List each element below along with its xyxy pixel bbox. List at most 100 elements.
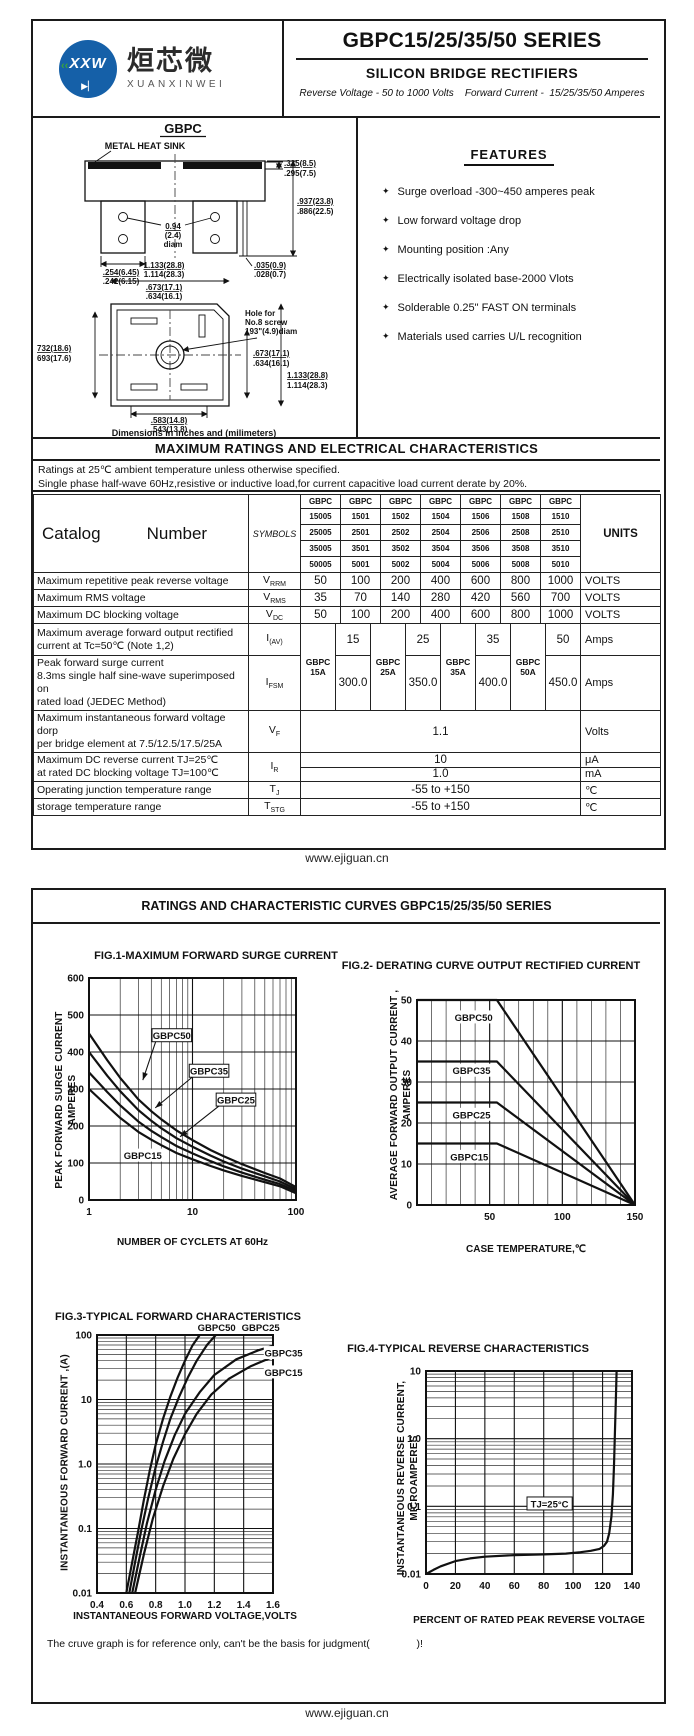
x-tick: 1.0 xyxy=(178,1600,192,1611)
y-tick: 10 xyxy=(410,1367,422,1378)
svg-text:1.114(28.3): 1.114(28.3) xyxy=(287,381,328,390)
y-tick: 1.0 xyxy=(78,1460,92,1471)
svg-text:.028(0.7): .028(0.7) xyxy=(254,270,286,279)
x-tick: 0.4 xyxy=(90,1600,104,1611)
curve-label: GBPC15 xyxy=(450,1152,489,1163)
x-tick: 140 xyxy=(624,1581,641,1592)
divider xyxy=(296,58,648,60)
curve-GBPC25 xyxy=(417,1101,636,1206)
fig2-xlabel: CASE TEMPERATURE,℃ xyxy=(466,1244,586,1255)
svg-text:693(17.6): 693(17.6) xyxy=(37,354,72,363)
feature-text: Electrically isolated base-2000 Vlots xyxy=(397,273,574,285)
logo-accent-icon: ‹‹ xyxy=(61,59,69,72)
page2-footer-url: www.ejiguan.cn xyxy=(305,1706,389,1720)
x-tick: 100 xyxy=(565,1581,582,1592)
table-row-ir: Maximum DC reverse current TJ=25℃ at rate… xyxy=(33,752,661,782)
symbol: IFSM xyxy=(248,655,301,711)
curve-label: GBPC25 xyxy=(452,1110,491,1121)
logo: ‹‹ XXW ▶▏ 烜芯微 XUANXINWEI xyxy=(33,21,284,116)
svg-text:.295(7.5): .295(7.5) xyxy=(284,169,316,178)
bullet-icon: ✦ xyxy=(382,186,390,196)
plot-frame xyxy=(96,1334,274,1594)
figure-1: FIG.1-MAXIMUM FORWARD SURGE CURRENT PEAK… xyxy=(51,932,361,1262)
svg-text:1.133(28.8): 1.133(28.8) xyxy=(144,261,185,270)
package-diagram: GBPC METAL HEAT SINK xyxy=(37,121,334,438)
table-row-vrrm: Maximum repetitive peak reverse voltage … xyxy=(33,572,661,590)
svg-text:No.8 screw: No.8 screw xyxy=(245,318,288,327)
x-tick: 0.6 xyxy=(119,1600,133,1611)
fig2-title: FIG.2- DERATING CURVE OUTPUT RECTIFIED C… xyxy=(341,960,641,972)
svg-text:.673(17.1): .673(17.1) xyxy=(253,349,290,358)
current-table: Maximum average forward output rectified… xyxy=(33,623,661,711)
curve-label: GBPC35 xyxy=(452,1066,491,1077)
features-title: FEATURES xyxy=(464,147,554,166)
svg-text:.634(16.1): .634(16.1) xyxy=(146,292,183,301)
company-name-en: XUANXINWEI xyxy=(127,78,226,90)
x-tick: 1.4 xyxy=(237,1600,251,1611)
feature-item: ✦ Surge overload -300~450 amperes peak xyxy=(382,186,652,198)
symbol: VDC xyxy=(248,606,301,624)
y-tick: 10 xyxy=(401,1160,413,1171)
side-view: METAL HEAT SINK 0.94 xyxy=(84,141,334,286)
part-row: 35005 3501 3502 3504 3506 3508 3510 xyxy=(34,540,661,557)
units-header: UNITS xyxy=(580,494,661,573)
table-row-vrms: Maximum RMS voltage VRMS 35 70 140 280 420 56… xyxy=(33,589,661,607)
svg-text:.634(16.1): .634(16.1) xyxy=(253,359,290,368)
curve-label: GBPC15 xyxy=(124,1151,163,1162)
table-row-ir2: 1.0 mA xyxy=(34,766,661,782)
x-tick: 150 xyxy=(627,1212,644,1223)
feature-item: ✦ Low forward voltage drop xyxy=(382,215,652,227)
fig4-plot: 0 20 40 60 80 100 120 140 0.01 0.1 1.0 10 TJ=25°C xyxy=(402,1367,641,1593)
curve-GBPC35 xyxy=(131,1344,274,1594)
package-title: GBPC xyxy=(160,121,206,138)
curves-header: RATINGS AND CHARACTERISTIC CURVES GBPC15… xyxy=(33,890,660,924)
feature-item: ✦ Solderable 0.25" FAST ON terminals xyxy=(382,302,652,314)
svg-text:.035(0.9): .035(0.9) xyxy=(254,261,286,270)
fig1-plot: 1 10 100 0 100 200 300 400 500 600 GBPC50 GBPC35 GBP… xyxy=(67,974,305,1219)
feature-item: ✦ Mounting position :Any xyxy=(382,244,652,256)
x-tick: 100 xyxy=(288,1207,305,1218)
svg-text:(2.4): (2.4) xyxy=(165,231,182,240)
feature-text: Mounting position :Any xyxy=(397,244,509,256)
subtitle: SILICON BRIDGE RECTIFIERS xyxy=(365,65,579,81)
curve-GBPC15 xyxy=(417,1142,636,1207)
curve-label: GBPC50 xyxy=(198,1323,236,1334)
arrowhead-icon xyxy=(155,1100,163,1108)
table-row-tstg: storage temperature range TSTG -55 to +1… xyxy=(33,798,661,816)
tagline: Reverse Voltage - 50 to 1000 Volts Forwa… xyxy=(299,88,645,99)
disclaimer-text: The cruve graph is for reference only, c… xyxy=(47,1638,423,1650)
figure-4: FIG.4-TYPICAL REVERSE CHARACTERISTICS IN… xyxy=(347,1315,688,1650)
fig3-title: FIG.3-TYPICAL FORWARD CHARACTERISTICS xyxy=(55,1311,301,1323)
x-tick: 100 xyxy=(554,1212,571,1223)
y-tick: 30 xyxy=(401,1078,413,1089)
bullet-icon: ✦ xyxy=(382,273,390,283)
table-row-vf: Maximum instantaneous forward voltage do… xyxy=(33,710,661,753)
curve-label: GBPC50 xyxy=(153,1031,191,1042)
symbol: VRMS xyxy=(248,589,301,607)
svg-text:193"(4.9)diam: 193"(4.9)diam xyxy=(245,327,297,336)
top-view: 1.133(28.8) 1.114(28.3) .673(17.1) .634(… xyxy=(37,261,328,434)
svg-text:1.114(28.3): 1.114(28.3) xyxy=(144,270,185,279)
page-1: ‹‹ XXW ▶▏ 烜芯微 XUANXINWEI GBPC15/25/35/50… xyxy=(31,19,666,850)
x-tick: 0.8 xyxy=(149,1600,163,1611)
part-row: 15005 1501 1502 1504 1506 1508 1510 xyxy=(34,508,661,525)
curve-label: TJ=25°C xyxy=(531,1499,569,1510)
table-row-ifsm: Peak forward surge current 8.3ms single h… xyxy=(33,655,661,711)
symbol: I(AV) xyxy=(248,623,301,656)
x-tick: 20 xyxy=(450,1581,462,1592)
fig4-title: FIG.4-TYPICAL REVERSE CHARACTERISTICS xyxy=(347,1343,589,1355)
svg-text:.673(17.1): .673(17.1) xyxy=(146,283,183,292)
features-panel: FEATURES ✦ Surge overload -300~450 ampere… xyxy=(358,118,660,437)
svg-text:GBPC: GBPC xyxy=(164,121,202,136)
curve-GBPC50 xyxy=(125,1334,201,1594)
svg-text:.254(6.45): .254(6.45) xyxy=(103,268,140,277)
svg-text:.937(23.8): .937(23.8) xyxy=(297,197,334,206)
y-tick: 300 xyxy=(67,1085,84,1096)
curve-GBPC15 xyxy=(134,1355,274,1594)
arrowhead-icon xyxy=(180,1129,188,1137)
curve-GBPC50 xyxy=(417,998,636,1206)
page-title: GBPC15/25/35/50 SERIES xyxy=(342,29,602,52)
bullet-icon: ✦ xyxy=(382,215,390,225)
svg-text:.583(14.8): .583(14.8) xyxy=(151,416,188,425)
curve-label: GBPC25 xyxy=(242,1323,281,1334)
